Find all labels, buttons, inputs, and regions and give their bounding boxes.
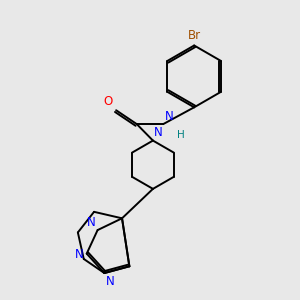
Text: N: N [75,248,84,261]
Text: H: H [177,130,185,140]
Text: N: N [106,275,114,288]
Text: N: N [87,216,96,229]
Text: N: N [164,110,173,123]
Text: O: O [103,95,112,109]
Text: N: N [154,126,163,139]
Text: Br: Br [188,29,201,42]
